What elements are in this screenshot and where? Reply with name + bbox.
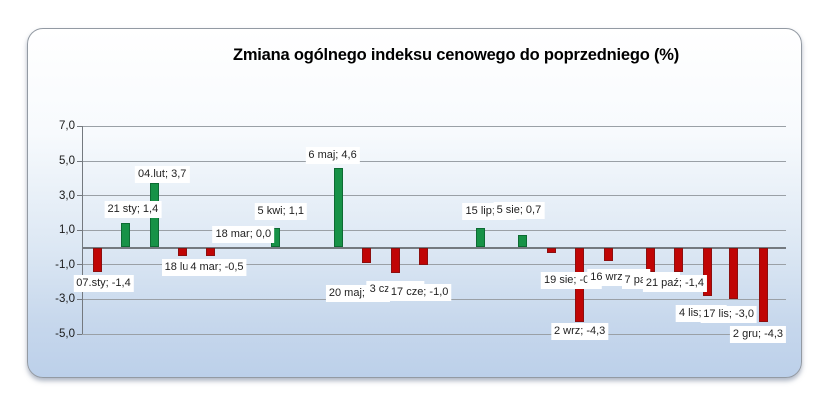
bar-16-wrz (603, 247, 613, 262)
axis-tick (77, 125, 82, 127)
bar-21-sty (121, 223, 131, 248)
data-label-2-gru: 2 gru; -4,3 (729, 326, 787, 343)
y-axis-tick-label: 5,0 (59, 155, 75, 167)
y-axis-tick-label: -3,0 (55, 293, 75, 306)
bar-3-cze (390, 247, 400, 274)
chart-title: Zmiana ogólnego indeksu cenowego do popr… (232, 46, 680, 64)
data-label-2-wrz: 2 wrz; -4,3 (550, 323, 609, 340)
data-label-5-sie: 5 sie; 0,7 (493, 202, 545, 219)
gridline (82, 264, 786, 266)
axis-tick (77, 160, 82, 162)
y-axis-line (82, 126, 83, 335)
data-label-5-kwi: 5 kwi; 1,1 (254, 203, 307, 220)
bar-19-sie (546, 247, 556, 253)
x-axis-line (82, 246, 786, 249)
axis-tick (77, 264, 82, 266)
bar-6-maj (334, 167, 344, 248)
data-label-07-sty: 07.sty; -1,4 (73, 275, 134, 292)
data-label-19-sie: 19 sie; -0,3 (541, 272, 602, 289)
gridline (82, 333, 786, 335)
bar-15-lip (475, 228, 485, 248)
gridline (82, 160, 786, 162)
data-label-17-cze: 17 cze; -1,0 (387, 284, 452, 301)
data-label-04-lut: 04.lut; 3,7 (135, 166, 190, 183)
y-axis-tick-label: 1,0 (59, 224, 75, 237)
bar-17-lis (729, 247, 739, 300)
bar-07-sty (93, 247, 102, 272)
data-label-6-maj: 6 maj; 4,6 (305, 147, 360, 164)
y-axis-tick-label: -1,0 (55, 258, 75, 271)
y-axis-tick-label: 3,0 (59, 189, 75, 202)
gridline (82, 195, 786, 197)
bar-4-mar (206, 247, 216, 257)
data-label-17-lis: 17 lis; -3,0 (700, 306, 757, 323)
gridline (82, 229, 786, 231)
bar-20-maj (362, 247, 372, 264)
bar-17-cze (419, 247, 429, 265)
axis-tick (77, 298, 82, 300)
y-axis-tick-label: -5,0 (55, 328, 75, 340)
axis-tick (77, 229, 82, 231)
bar-5-sie (518, 235, 528, 248)
data-label-21-sty: 21 sty; 1,4 (104, 201, 162, 218)
y-axis-tick-label: 7,0 (59, 120, 75, 133)
bar-21-paź (674, 247, 684, 272)
data-label-18-mar: 18 mar; 0,0 (212, 226, 275, 243)
bar-18-lut (178, 247, 188, 257)
axis-tick (77, 195, 82, 197)
data-label-21-paź: 21 paź; -1,4 (642, 275, 707, 292)
axis-tick (77, 333, 82, 335)
data-label-4-mar: 4 mar; -0,5 (187, 259, 247, 276)
gridline (82, 125, 786, 127)
bar-2-gru (759, 247, 769, 322)
bar-4-lis (702, 247, 712, 296)
